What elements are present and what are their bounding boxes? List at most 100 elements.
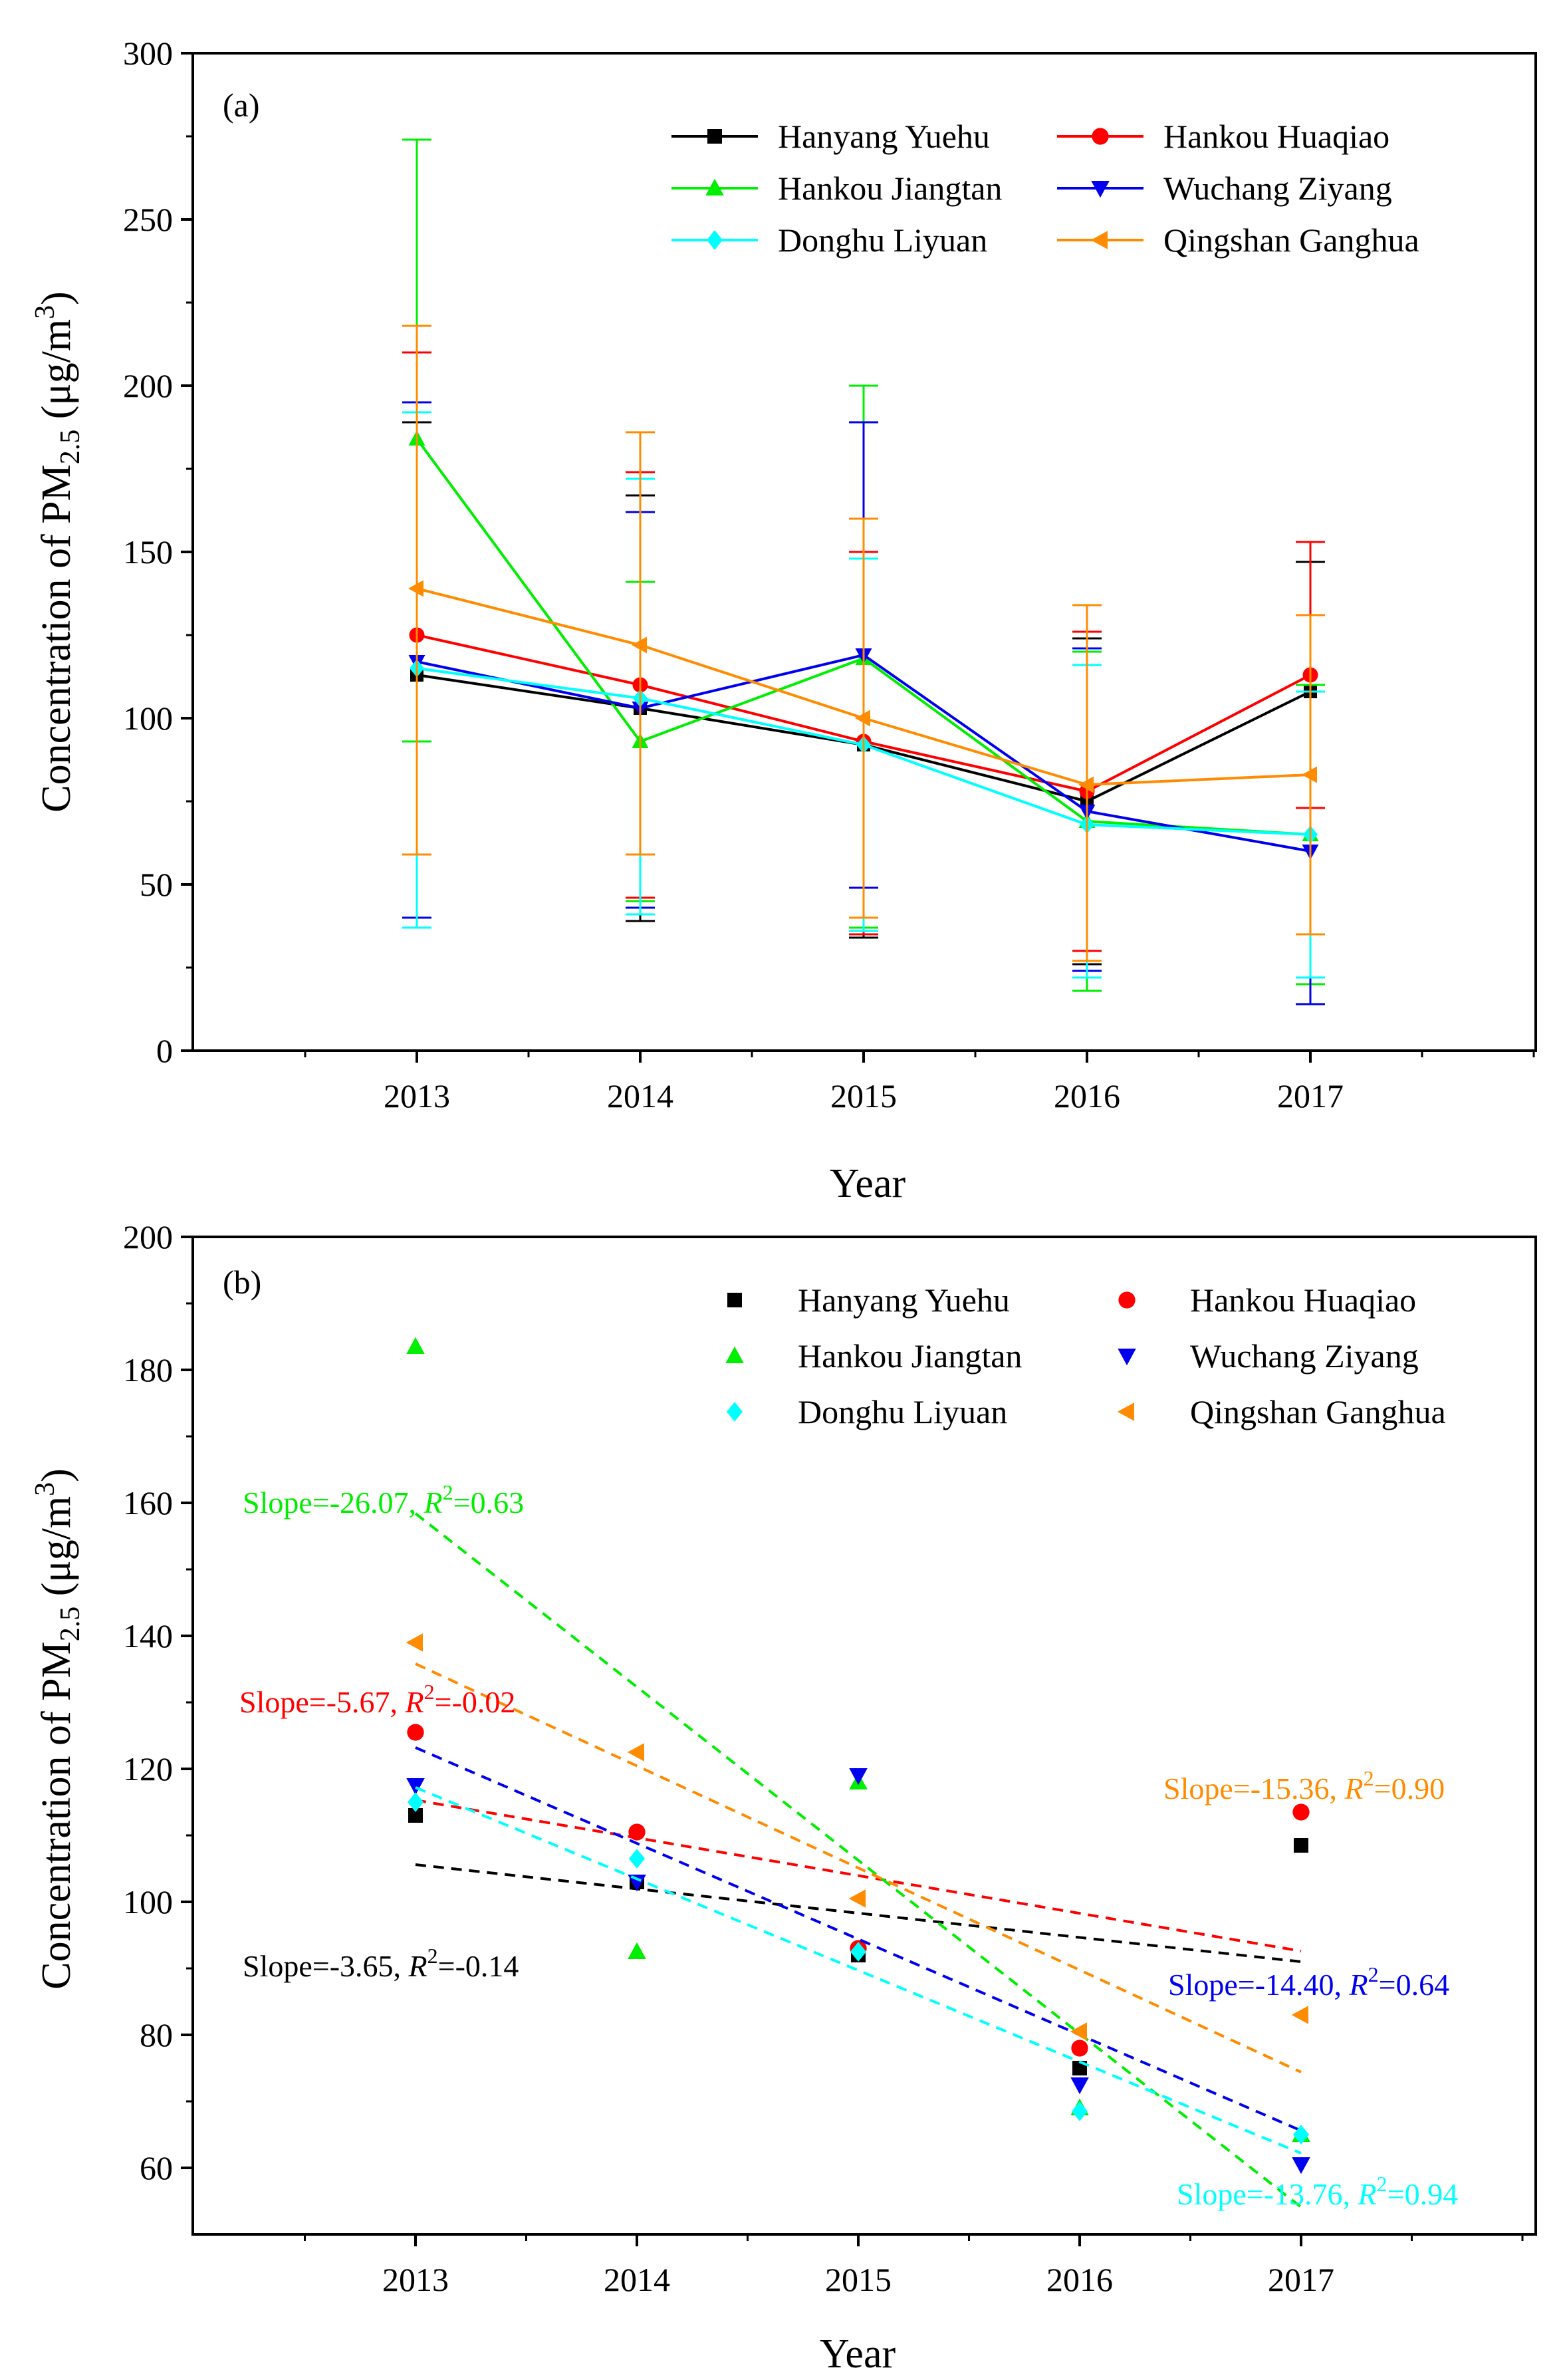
series-hankou-huaqiao (407, 1724, 1310, 2057)
panel-b: 60 80 100 120 140 160 180 200 2013 2014 2015 2016 20… (30, 1218, 1537, 2377)
series-donghu-liyuan (407, 1786, 1310, 2155)
legend-label: Qingshan Ganghua (1163, 221, 1419, 259)
data-point (1291, 2006, 1308, 2024)
y-title-main: Concentration of PM (34, 1641, 79, 1990)
annotation-slope: Slope=-15.36, (1163, 1772, 1345, 1805)
data-point (628, 1875, 646, 1892)
series-qingshan-ganghua (402, 325, 1325, 962)
legend-marker (1118, 1291, 1136, 1309)
x-tick-label: 2014 (604, 2261, 670, 2298)
legend-marker (1118, 1349, 1136, 1366)
legend-marker (727, 1293, 742, 1307)
x-tick-label: 2015 (825, 2261, 892, 2298)
panel-b-y-axis-title: Concentration of PM2.5 (μg/m3) (30, 1468, 86, 1990)
annotation-slope: Slope=-26.07, (243, 1486, 424, 1520)
y-title-superscript: 3 (30, 305, 60, 319)
x-tick-label: 2017 (1277, 1077, 1344, 1115)
y-tick-label: 100 (123, 1883, 173, 1920)
y-tick-label: 140 (123, 1617, 173, 1654)
panel-b-label: (b) (223, 1263, 261, 1301)
legend-label: Qingshan Ganghua (1190, 1393, 1446, 1430)
legend-label: Wuchang Ziyang (1163, 170, 1392, 207)
panel-b-frame (191, 1236, 1537, 2236)
x-tick-label: 2014 (607, 1077, 673, 1115)
data-point (408, 1808, 423, 1823)
data-point (1302, 766, 1317, 783)
data-point (1070, 2022, 1087, 2041)
annotation-slope: Slope=-3.65, (243, 1949, 409, 1983)
y-tick-label: 50 (140, 866, 173, 903)
legend-label: Wuchang Ziyang (1190, 1337, 1419, 1375)
data-point (1070, 2077, 1089, 2095)
annotation-r2-label: R (1344, 1772, 1364, 1805)
data-point (1078, 776, 1094, 793)
data-point (628, 1849, 646, 1869)
data-point (407, 1724, 424, 1741)
y-tick-label: 80 (140, 2016, 173, 2053)
trend-annotation: Slope=-26.07, R2=0.63 (243, 1480, 524, 1520)
y-tick-label: 150 (123, 533, 173, 571)
y-title-close: ) (34, 1468, 79, 1482)
annotation-r2-superscript: 2 (443, 1480, 453, 1504)
data-point (632, 636, 647, 654)
data-point (406, 1337, 425, 1354)
panel-b-x-axis-title: Year (820, 2331, 896, 2377)
trend-line (415, 1799, 1302, 1952)
y-tick-label: 60 (140, 2149, 173, 2186)
y-tick-label: 300 (123, 35, 173, 72)
data-point (407, 1792, 424, 1812)
annotation-r2-label: R (405, 1685, 424, 1719)
annotation-r2-value: =0.63 (453, 1486, 524, 1520)
annotation-r2-superscript: 2 (1377, 2172, 1387, 2196)
y-tick-label: 120 (123, 1750, 173, 1787)
panel-a-legend: Hanyang Yuehu Hankou Huaqiao Hankou Jiangt… (671, 118, 1419, 259)
panel-a-x-axis-title: Year (830, 1161, 906, 1206)
series-wuchang-ziyang (406, 1746, 1310, 2175)
y-title-close: ) (34, 291, 79, 305)
x-tick-label: 2016 (1054, 1077, 1120, 1115)
annotation-r2-label: R (1349, 1968, 1368, 2002)
data-point (849, 1768, 868, 1785)
data-point (628, 1942, 646, 1959)
trend-line (415, 1863, 1302, 1963)
x-tick-label: 2013 (384, 1077, 450, 1115)
annotation-r2-superscript: 2 (424, 1680, 435, 1704)
legend-label: Hankou Huaqiao (1163, 118, 1389, 155)
annotation-r2-superscript: 2 (1364, 1766, 1374, 1790)
annotation-r2-superscript: 2 (1368, 1962, 1379, 1986)
annotation-r2-label: R (423, 1486, 443, 1520)
panel-b-legend: Hanyang Yuehu Hankou Huaqiao Hankou Jiangt… (725, 1281, 1446, 1430)
y-tick-label: 0 (156, 1032, 173, 1069)
legend-marker (1091, 181, 1110, 198)
annotation-slope: Slope=-14.40, (1168, 1968, 1350, 2002)
y-title-unit: (μg/m (34, 319, 79, 430)
x-tick-label: 2013 (382, 2261, 449, 2298)
data-point (406, 1633, 423, 1652)
series-qingshan-ganghua (406, 1633, 1308, 2073)
x-tick-label: 2015 (830, 1077, 897, 1115)
y-title-unit: (μg/m (34, 1496, 79, 1607)
annotation-slope: Slope=-5.67, (239, 1685, 406, 1719)
data-point (406, 1778, 425, 1795)
data-point (1071, 2101, 1088, 2121)
legend-label: Hanyang Yuehu (798, 1281, 1010, 1319)
y-tick-label: 250 (123, 201, 173, 238)
legend-marker (706, 230, 723, 250)
panel-a-plot-area: 0 50 100 150 200 250 300 2013 2014 2015 2016 2017 (123, 35, 1535, 1115)
legend-label: Hanyang Yuehu (778, 118, 990, 155)
y-title-superscript: 3 (30, 1482, 60, 1496)
legend-marker (726, 1402, 743, 1422)
trend-annotation: Slope=-15.36, R2=0.90 (1163, 1766, 1445, 1805)
legend-label: Donghu Liyuan (798, 1393, 1007, 1430)
y-title-main: Concentration of PM (34, 464, 79, 813)
x-tick-label: 2016 (1046, 2261, 1113, 2298)
y-tick-label: 160 (123, 1484, 173, 1521)
data-point (1292, 2157, 1310, 2175)
annotation-r2-label: R (408, 1949, 427, 1983)
data-point (1294, 1838, 1308, 1853)
legend-marker (1090, 231, 1108, 249)
legend-label: Hankou Jiangtan (798, 1337, 1022, 1375)
data-point (408, 580, 423, 597)
y-tick-label: 200 (123, 1218, 173, 1256)
